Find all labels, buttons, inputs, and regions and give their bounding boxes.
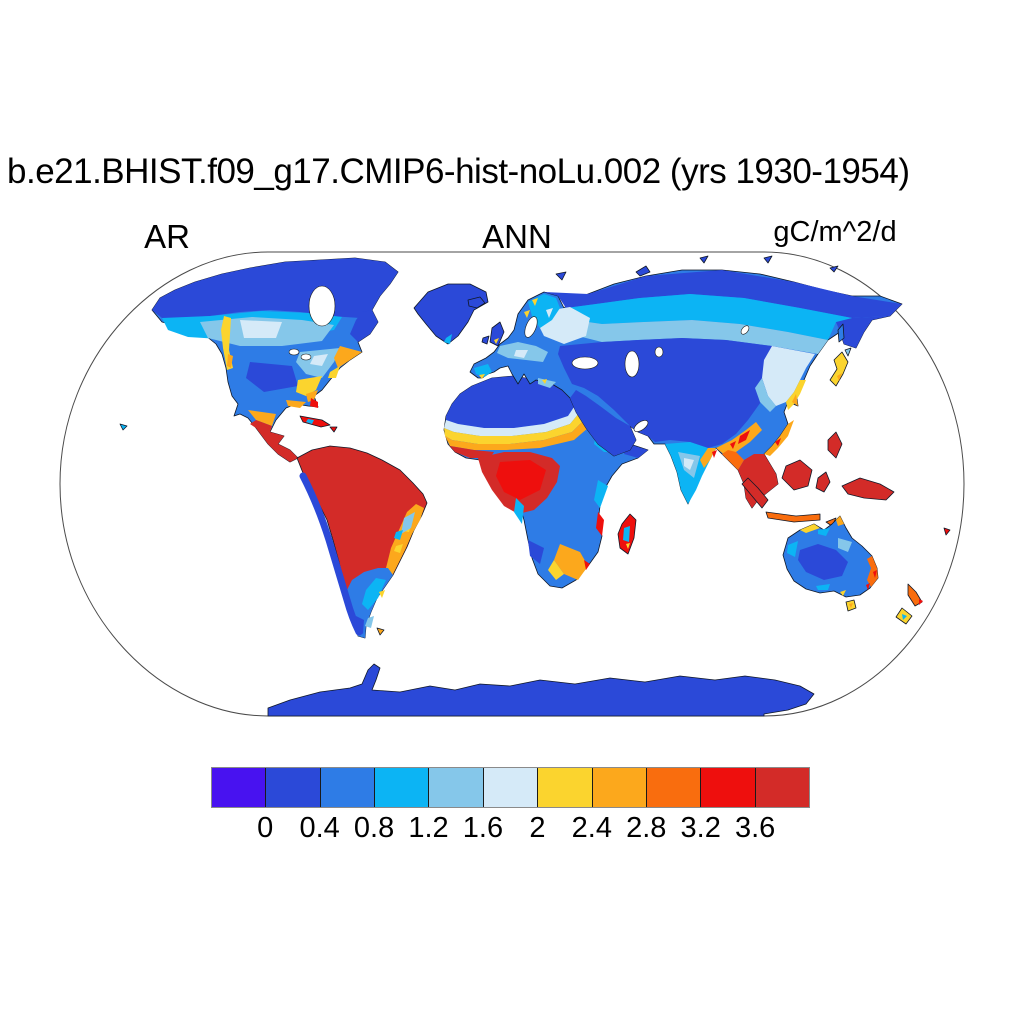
- landmass-iceland: [467, 296, 486, 309]
- colorbar-tick-label: 0.4: [299, 812, 340, 844]
- sulawesi: [815, 471, 831, 493]
- lake-baikal: [740, 325, 750, 335]
- colorbar-cell: [212, 768, 266, 807]
- philippines: [827, 431, 843, 459]
- great-lake: [300, 353, 312, 361]
- colorbar-tick-label: 3.6: [734, 812, 776, 844]
- colorbar-cell: [645, 768, 701, 807]
- arctic-islands: [555, 255, 839, 281]
- colorbar-tick-labels: 0 0.4 0.8 1.2 1.6 2 2.4 2.8 3.2 3.6: [238, 812, 783, 845]
- aral-sea: [654, 346, 664, 358]
- colorbar-cell: [482, 768, 538, 807]
- landmass-eurasia: [469, 269, 903, 509]
- new-guinea: [841, 477, 895, 501]
- colorbar-tick-label: 2: [529, 812, 546, 844]
- caribbean-islands: [119, 415, 338, 433]
- colorbar-tick-label: 2.8: [626, 812, 667, 844]
- landmass-british-isles: [481, 321, 505, 347]
- season-label: ANN: [482, 218, 552, 255]
- colorbar-tick-label: 3.2: [680, 812, 721, 844]
- new-zealand-north: [907, 583, 923, 607]
- colorbar-cell: [428, 768, 483, 807]
- baltic-sea: [524, 316, 538, 338]
- landmass-australia: [782, 515, 951, 625]
- borneo: [781, 459, 813, 491]
- sumatra: [741, 477, 769, 509]
- colorbar-cell: [537, 768, 592, 807]
- black-sea: [571, 356, 599, 370]
- landmass-north-america: [151, 257, 399, 463]
- plot-title: b.e21.BHIST.f09_g17.CMIP6-hist-noLu.002 …: [7, 152, 910, 191]
- java: [765, 511, 821, 523]
- andes-strip: [299, 472, 363, 636]
- hudson-bay: [308, 285, 336, 327]
- colorbar-cell: [265, 768, 320, 807]
- units-label: gC/m^2/d: [773, 216, 897, 248]
- colorbar-tick-label: 1.6: [462, 812, 504, 844]
- colorbar-tick-label: 0.8: [353, 812, 395, 844]
- caspian-sea: [624, 350, 640, 378]
- landmass-indonesia: [741, 431, 895, 527]
- hawaii-island: [119, 423, 128, 431]
- colorbar-cell: [319, 768, 375, 807]
- new-caledonia: [943, 527, 951, 536]
- colorbar-cell: [591, 768, 646, 807]
- landmass-antarctica: [267, 663, 815, 717]
- colorbar-cell: [700, 768, 755, 807]
- colorbar-cell: [754, 768, 809, 807]
- colorbar-tick-label: 0: [257, 812, 274, 844]
- landmass-greenland: [413, 283, 489, 345]
- colorbar: [211, 767, 810, 808]
- great-lake: [288, 348, 300, 356]
- south-georgia-island: [376, 627, 385, 636]
- persian-gulf: [633, 420, 649, 432]
- colorbar-cell: [374, 768, 429, 807]
- landmass-japan: [829, 323, 852, 387]
- landmass-south-america: [296, 445, 428, 639]
- variable-label: AR: [144, 218, 190, 255]
- landmass-africa: [443, 375, 649, 589]
- colorbar-tick-label: 1.2: [408, 812, 449, 844]
- colorbar-tick-label: 2.4: [571, 812, 612, 844]
